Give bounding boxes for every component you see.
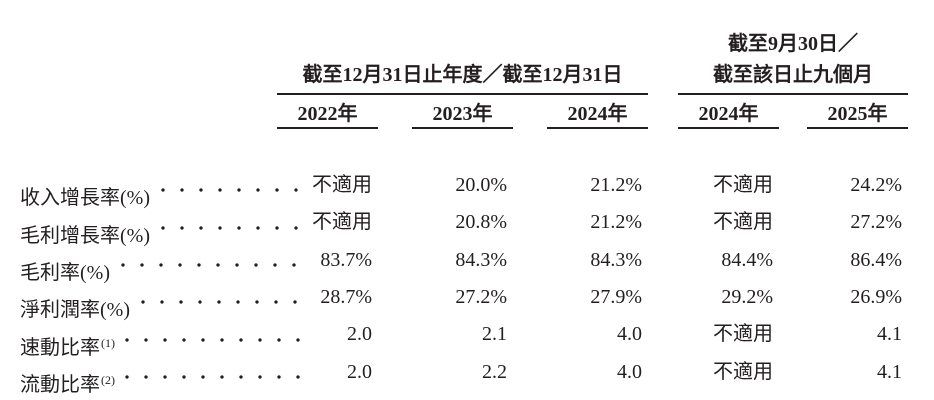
cell-value: 2.0 [347, 360, 372, 383]
cell-value: 26.9% [850, 285, 902, 308]
cell-value: 27.2% [850, 211, 902, 234]
dot-leader [134, 278, 304, 317]
period-group-interim-header-line2: 截至該日止九個月 [713, 64, 873, 86]
group-annual-rule [277, 93, 648, 95]
group-interim-rule [678, 93, 908, 95]
cell-value: 不適用 [713, 323, 773, 346]
table-row-quick-ratio: 速動比率 (1) 2.0 2.1 4.0 不適用 4.1 [0, 316, 934, 359]
dot-leader [119, 353, 304, 391]
cell-value: 2.1 [482, 323, 507, 346]
cell-value: 84.4% [721, 248, 773, 271]
col-underline-2024-annual [547, 127, 648, 129]
cell-value: 84.3% [590, 248, 642, 271]
cell-value: 86.4% [850, 248, 902, 271]
period-group-interim-header-line1: 截至9月30日／ [728, 33, 858, 55]
col-underline-2025 [807, 127, 908, 129]
dot-leader [119, 316, 304, 354]
cell-value: 2.2 [482, 360, 507, 383]
cell-value: 20.0% [455, 174, 507, 196]
row-label-text: 毛利率(%) [20, 261, 110, 284]
row-label: 流動比率 (2) [20, 353, 304, 396]
table-row-net-profit-margin: 淨利潤率(%) 28.7% 27.2% 27.9% 29.2% 26.9% [0, 278, 934, 321]
cell-value: 2.0 [347, 323, 372, 346]
dot-leader [154, 204, 304, 242]
cell-value: 24.2% [850, 174, 902, 196]
dot-leader [114, 241, 304, 279]
row-label-text: 毛利增長率(%) [20, 224, 150, 247]
cell-value: 4.0 [617, 360, 642, 383]
footnote-superscript: (1) [101, 335, 115, 350]
col-header-2022: 2022年 [297, 103, 358, 125]
col-underline-2022 [277, 127, 378, 129]
cell-value: 83.7% [320, 248, 372, 271]
cell-value: 4.0 [617, 323, 642, 346]
cell-value: 27.9% [590, 285, 642, 308]
col-underline-2024-interim [678, 127, 779, 129]
table-row-current-ratio: 流動比率 (2) 2.0 2.2 4.0 不適用 4.1 [0, 353, 934, 396]
cell-value: 20.8% [455, 211, 507, 234]
cell-value: 4.1 [877, 323, 902, 346]
period-group-annual-header: 截至12月31日止年度／截至12月31日 [302, 64, 623, 86]
cell-value: 不適用 [312, 174, 372, 196]
row-label: 毛利率(%) [20, 241, 304, 284]
row-label: 收入增長率(%) [20, 167, 304, 209]
cell-value: 4.1 [877, 360, 902, 383]
cell-value: 不適用 [713, 360, 773, 383]
table-row-revenue-growth: 收入增長率(%) 不適用 20.0% 21.2% 不適用 24.2% [0, 167, 934, 209]
row-label: 速動比率 (1) [20, 316, 304, 359]
row-label-text: 速動比率 [20, 336, 100, 359]
cell-value: 不適用 [713, 211, 773, 234]
row-label-text: 淨利潤率(%) [20, 299, 130, 322]
dot-leader [154, 167, 304, 205]
row-label-text: 收入增長率(%) [20, 187, 150, 210]
col-header-2024-annual: 2024年 [567, 103, 628, 125]
cell-value: 28.7% [320, 285, 372, 308]
cell-value: 不適用 [312, 211, 372, 234]
table-body: 收入增長率(%) 不適用 20.0% 21.2% 不適用 24.2% 毛利增長率… [0, 167, 934, 396]
row-label: 淨利潤率(%) [20, 278, 304, 321]
cell-value: 84.3% [455, 248, 507, 271]
cell-value: 29.2% [721, 285, 773, 308]
cell-value: 27.2% [455, 285, 507, 308]
cell-value: 21.2% [590, 211, 642, 234]
row-label: 毛利增長率(%) [20, 204, 304, 247]
col-header-2024-interim: 2024年 [698, 103, 759, 125]
col-underline-2023 [412, 127, 513, 129]
cell-value: 不適用 [713, 174, 773, 196]
col-header-2025: 2025年 [827, 103, 888, 125]
table-row-gross-margin: 毛利率(%) 83.7% 84.3% 84.3% 84.4% 86.4% [0, 241, 934, 284]
table-row-gross-profit-growth: 毛利增長率(%) 不適用 20.8% 21.2% 不適用 27.2% [0, 204, 934, 247]
footnote-superscript: (2) [101, 372, 115, 387]
row-label-text: 流動比率 [20, 373, 100, 396]
col-header-2023: 2023年 [432, 103, 493, 125]
cell-value: 21.2% [590, 174, 642, 196]
